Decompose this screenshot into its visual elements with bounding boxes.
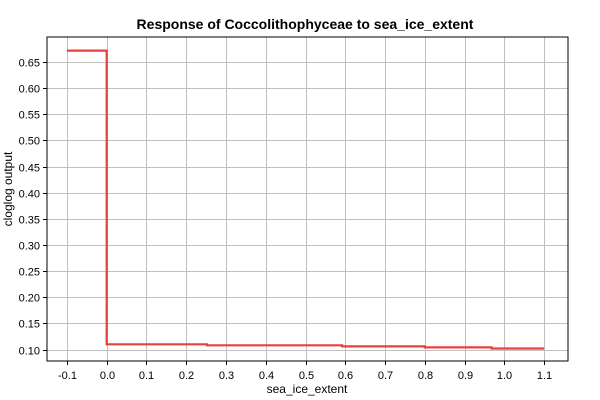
x-tick-label: 0.8 — [418, 370, 433, 382]
response-line — [66, 49, 545, 350]
y-tick-label: 0.55 — [19, 110, 40, 122]
x-tick-label: 0.6 — [338, 370, 353, 382]
x-tick-label: 0.9 — [458, 370, 473, 382]
y-tick-label: 0.45 — [19, 163, 40, 175]
x-tick-label: 0.5 — [299, 370, 314, 382]
y-tick-label: 0.50 — [19, 136, 40, 148]
x-tick-label: 1.1 — [537, 370, 552, 382]
x-tick-label: 0.4 — [259, 370, 274, 382]
y-axis: 0.10 0.15 0.20 0.25 0.30 0.35 0.40 0.45 0.50 0.55… — [19, 58, 47, 358]
plot-area — [46, 36, 569, 362]
x-tick-label: 0.2 — [179, 370, 194, 382]
y-tick-label: 0.30 — [19, 241, 40, 253]
y-tick-label: 0.15 — [19, 319, 40, 331]
series-group — [66, 49, 545, 350]
y-tick-label: 0.35 — [19, 215, 40, 227]
x-tick-label: -0.1 — [58, 370, 77, 382]
x-tick-label: 0.1 — [139, 370, 154, 382]
y-tick-label: 0.65 — [19, 58, 40, 70]
chart-title: Response of Coccolithophyceae to sea_ice… — [137, 16, 474, 32]
y-axis-label: cloglog output — [1, 151, 15, 226]
x-tick-label: 0.0 — [100, 370, 115, 382]
y-tick-label: 0.60 — [19, 84, 40, 96]
y-tick-label: 0.20 — [19, 293, 40, 305]
y-tick-label: 0.40 — [19, 189, 40, 201]
x-axis: -0.1 0.0 0.1 0.2 0.3 0.4 0.5 0.6 0.7 0.8 0.9 1.0 1.1 — [58, 361, 552, 382]
y-tick-label: 0.10 — [19, 346, 40, 358]
x-tick-label: 0.7 — [378, 370, 393, 382]
x-tick-label: 1.0 — [497, 370, 512, 382]
x-tick-label: 0.3 — [219, 370, 234, 382]
grid — [47, 37, 568, 361]
x-axis-label: sea_ice_extent — [267, 382, 348, 396]
y-tick-label: 0.25 — [19, 267, 40, 279]
